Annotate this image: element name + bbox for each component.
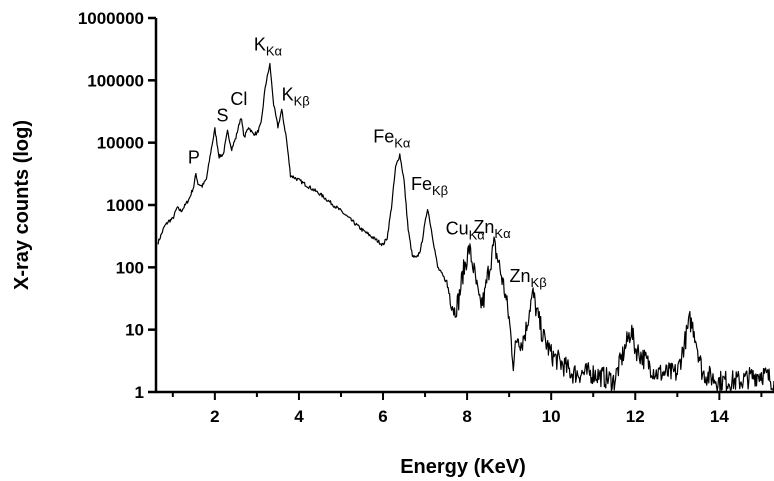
x-axis-title: Energy (KeV) [400, 456, 526, 478]
peak-line: Kα [494, 226, 511, 241]
peak-label: FeKα [373, 126, 411, 150]
y-tick-label: 10 [125, 321, 144, 340]
peak-line: Kβ [531, 275, 547, 290]
x-tick-label: 4 [294, 407, 304, 426]
peak-label: ZnKβ [510, 266, 547, 290]
peak-label: Cl [230, 89, 247, 109]
peak-label: P [188, 148, 200, 168]
x-tick-label: 12 [626, 407, 645, 426]
y-tick-label: 1000000 [78, 9, 144, 28]
y-tick-label: 1 [135, 383, 144, 402]
peak-element: Cl [230, 89, 247, 109]
peak-element: K [254, 34, 266, 54]
peak-label: FeKβ [411, 174, 448, 198]
y-tick-label: 100 [116, 258, 144, 277]
peak-element: P [188, 148, 200, 168]
peak-element: Cu [446, 219, 469, 239]
peak-label: KKβ [282, 84, 310, 108]
y-tick-label: 1000 [106, 196, 144, 215]
peak-line: Kα [394, 135, 411, 150]
peak-line: Kβ [432, 183, 448, 198]
spectrum-line [157, 62, 774, 392]
x-tick-label: 8 [462, 407, 471, 426]
y-tick-label: 100000 [87, 71, 144, 90]
peak-element: K [282, 84, 294, 104]
x-axis-ticks: 2 4 6 8 10 12 14 [171, 392, 763, 426]
y-axis-title: X-ray counts (log) [11, 120, 33, 290]
peak-label: KKα [254, 34, 283, 58]
peak-element: Zn [510, 266, 531, 286]
peak-line: Kβ [294, 93, 310, 108]
y-axis-ticks: 1 10 100 1000 10000 100000 1000000 [78, 9, 156, 402]
y-tick-label: 10000 [97, 134, 144, 153]
peak-label: CuKα [446, 219, 486, 243]
peak-element: S [216, 106, 228, 126]
x-tick-label: 2 [210, 407, 219, 426]
peak-label: S [216, 106, 228, 126]
peak-element: Fe [373, 126, 394, 146]
peak-label: ZnKα [473, 217, 511, 241]
peak-element: Fe [411, 174, 432, 194]
peak-line: Kα [266, 43, 283, 58]
x-tick-label: 6 [378, 407, 387, 426]
x-tick-label: 10 [542, 407, 561, 426]
peak-line: Kα [469, 228, 486, 243]
peak-element: Zn [473, 217, 494, 237]
x-tick-label: 14 [710, 407, 729, 426]
